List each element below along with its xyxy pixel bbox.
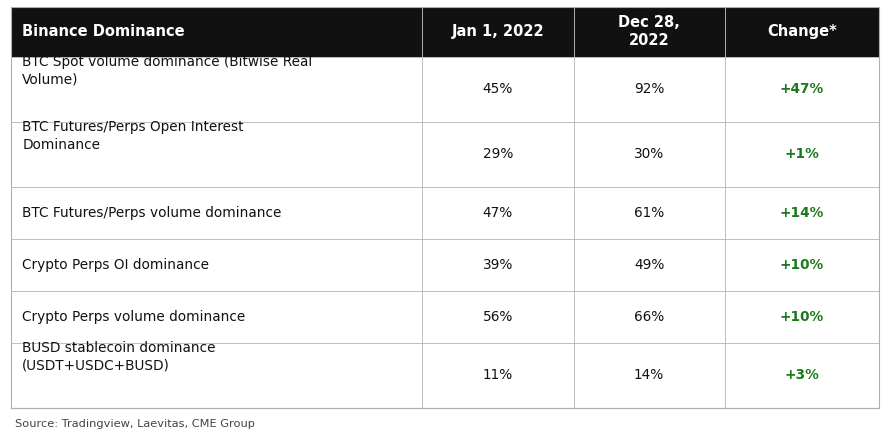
Bar	[724, 239, 879, 291]
Bar	[423, 122, 573, 187]
Text: Crypto Perps OI dominance: Crypto Perps OI dominance	[22, 258, 209, 272]
Text: +3%: +3%	[785, 368, 820, 382]
Text: 39%: 39%	[482, 258, 514, 272]
Text: 45%: 45%	[482, 82, 514, 96]
Text: Dec 28,
2022: Dec 28, 2022	[619, 15, 680, 49]
Bar	[423, 187, 573, 239]
Text: Change*: Change*	[767, 24, 837, 39]
Bar	[423, 7, 573, 56]
Bar	[724, 122, 879, 187]
Text: 92%: 92%	[634, 82, 664, 96]
Text: +47%: +47%	[780, 82, 824, 96]
Text: BTC Futures/Perps Open Interest
Dominance: BTC Futures/Perps Open Interest Dominanc…	[22, 120, 244, 152]
Bar	[573, 187, 724, 239]
Bar	[724, 291, 879, 343]
Bar	[573, 239, 724, 291]
Bar	[573, 56, 724, 122]
Bar	[573, 291, 724, 343]
Bar	[724, 187, 879, 239]
Bar	[11, 291, 423, 343]
Text: Jan 1, 2022: Jan 1, 2022	[451, 24, 545, 39]
Text: 56%: 56%	[482, 310, 514, 324]
Text: BTC Futures/Perps volume dominance: BTC Futures/Perps volume dominance	[22, 206, 281, 220]
Bar	[423, 56, 573, 122]
Bar	[11, 187, 423, 239]
Text: 30%: 30%	[634, 147, 664, 161]
Bar	[11, 239, 423, 291]
Text: 14%: 14%	[634, 368, 664, 382]
Bar	[11, 7, 423, 56]
Text: +10%: +10%	[780, 258, 824, 272]
Text: 47%: 47%	[483, 206, 514, 220]
Bar	[573, 7, 724, 56]
Text: 49%: 49%	[634, 258, 664, 272]
Text: BUSD stablecoin dominance
(USDT+USDC+BUSD): BUSD stablecoin dominance (USDT+USDC+BUS…	[22, 341, 215, 373]
Bar	[423, 239, 573, 291]
Text: Source: Tradingview, Laevitas, CME Group: Source: Tradingview, Laevitas, CME Group	[15, 419, 255, 429]
Text: +1%: +1%	[785, 147, 820, 161]
Bar	[573, 343, 724, 407]
Bar	[724, 7, 879, 56]
Bar	[11, 122, 423, 187]
Text: 61%: 61%	[634, 206, 664, 220]
Text: 29%: 29%	[482, 147, 514, 161]
Bar	[11, 343, 423, 407]
Bar	[724, 343, 879, 407]
Bar	[724, 56, 879, 122]
Text: 66%: 66%	[634, 310, 664, 324]
Text: +14%: +14%	[780, 206, 824, 220]
Text: +10%: +10%	[780, 310, 824, 324]
Text: 11%: 11%	[483, 368, 514, 382]
Text: Crypto Perps volume dominance: Crypto Perps volume dominance	[22, 310, 246, 324]
Bar	[11, 56, 423, 122]
Bar	[423, 291, 573, 343]
Text: Binance Dominance: Binance Dominance	[22, 24, 185, 39]
Bar	[423, 343, 573, 407]
Bar	[573, 122, 724, 187]
Text: BTC Spot volume dominance (Bitwise Real
Volume): BTC Spot volume dominance (Bitwise Real …	[22, 55, 312, 86]
